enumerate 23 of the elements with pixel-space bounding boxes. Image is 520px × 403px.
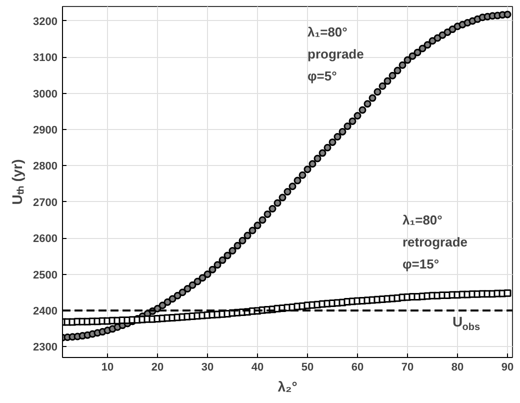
y-tick-label: 2300: [33, 342, 58, 354]
y-tick-label: 3100: [33, 52, 58, 64]
x-tick-label: 50: [301, 362, 314, 374]
y-tick-label: 3000: [33, 88, 58, 100]
x-tick-label: 60: [351, 362, 364, 374]
y-tick-label: 2900: [33, 124, 58, 137]
annotation: λ₁=80° retrograde φ=15°: [402, 212, 468, 272]
y-tick-label: 3200: [33, 16, 58, 28]
y-tick-label: 2500: [33, 269, 58, 282]
x-tick-label: 10: [101, 362, 114, 374]
x-tick-label: 80: [451, 362, 464, 374]
x-tick-label: 30: [201, 362, 214, 374]
y-axis-title: Uₜₕ (yr): [9, 159, 26, 205]
x-tick-label: 70: [401, 362, 414, 374]
y-tick-label: 2800: [33, 160, 58, 173]
y-tick-label: 2700: [33, 196, 58, 209]
x-tick-label: 20: [151, 362, 164, 374]
annotation: λ₁=80° prograde φ=5°: [308, 24, 364, 84]
y-tick-label: 2600: [33, 233, 58, 246]
x-tick-label: 90: [501, 362, 514, 374]
y-tick-label: 2400: [33, 305, 58, 318]
x-axis-title: λ₂°: [278, 378, 298, 394]
x-tick-label: 40: [251, 362, 264, 374]
